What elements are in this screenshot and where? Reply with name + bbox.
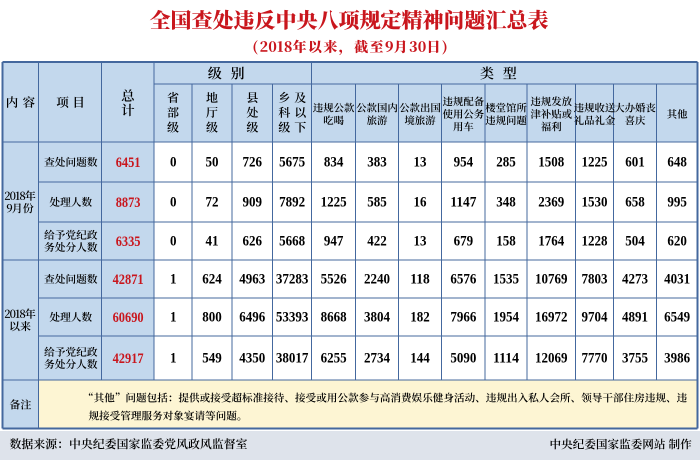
svg-text:118: 118 [410,272,430,288]
svg-text:348: 348 [496,195,516,211]
svg-text:38017: 38017 [276,351,309,367]
svg-text:549: 549 [202,351,222,367]
svg-text:2734: 2734 [364,351,390,367]
svg-text:624: 624 [202,272,222,288]
svg-text:182: 182 [410,310,430,326]
svg-text:7803: 7803 [582,272,608,288]
svg-text:6549: 6549 [664,310,690,326]
svg-text:16972: 16972 [535,310,568,326]
svg-text:50: 50 [206,155,219,171]
svg-text:13: 13 [414,155,427,171]
svg-text:4891: 4891 [622,310,648,326]
svg-text:909: 909 [242,195,262,211]
svg-text:1535: 1535 [493,272,519,288]
svg-text:7892: 7892 [279,195,305,211]
svg-text:16: 16 [414,195,427,211]
svg-text:585: 585 [367,195,387,211]
svg-text:6335: 6335 [116,234,141,250]
svg-text:1114: 1114 [493,351,519,367]
svg-text:1225: 1225 [582,155,608,171]
svg-text:42917: 42917 [113,351,144,367]
svg-text:5675: 5675 [279,155,305,171]
svg-text:9704: 9704 [582,310,608,326]
svg-text:53393: 53393 [276,310,309,326]
svg-text:995: 995 [667,195,687,211]
svg-text:3755: 3755 [622,351,648,367]
svg-text:1: 1 [170,310,177,326]
svg-text:4273: 4273 [622,272,648,288]
svg-text:658: 658 [625,195,645,211]
svg-text:6496: 6496 [239,310,265,326]
svg-text:834: 834 [324,155,344,171]
svg-text:947: 947 [324,234,344,250]
svg-text:6576: 6576 [450,272,476,288]
svg-text:42871: 42871 [113,272,144,288]
svg-text:2369: 2369 [538,195,564,211]
svg-text:0: 0 [170,155,177,171]
svg-text:0: 0 [170,234,177,250]
svg-text:8873: 8873 [116,195,141,211]
svg-text:5668: 5668 [279,234,305,250]
svg-text:72: 72 [206,195,219,211]
svg-text:13: 13 [414,234,427,250]
svg-text:41: 41 [206,234,219,250]
svg-text:144: 144 [410,351,430,367]
svg-text:6451: 6451 [116,155,141,171]
svg-text:4963: 4963 [239,272,265,288]
svg-text:37283: 37283 [276,272,309,288]
svg-text:626: 626 [242,234,262,250]
svg-text:2240: 2240 [364,272,390,288]
svg-text:383: 383 [367,155,387,171]
svg-text:3986: 3986 [664,351,690,367]
svg-text:8668: 8668 [321,310,347,326]
svg-text:12069: 12069 [535,351,568,367]
svg-text:285: 285 [496,155,516,171]
svg-text:60690: 60690 [113,310,144,326]
svg-text:800: 800 [202,310,222,326]
svg-text:1225: 1225 [321,195,347,211]
svg-text:504: 504 [625,234,645,250]
svg-text:5526: 5526 [321,272,347,288]
svg-text:4031: 4031 [664,272,690,288]
svg-text:1228: 1228 [582,234,608,250]
svg-text:679: 679 [454,234,474,250]
svg-text:1954: 1954 [493,310,519,326]
svg-text:601: 601 [625,155,645,171]
svg-text:1530: 1530 [582,195,608,211]
svg-text:1764: 1764 [538,234,564,250]
svg-text:7966: 7966 [450,310,476,326]
svg-text:620: 620 [667,234,687,250]
svg-text:5090: 5090 [450,351,476,367]
svg-text:1147: 1147 [450,195,476,211]
svg-text:648: 648 [667,155,687,171]
svg-text:7770: 7770 [582,351,608,367]
svg-text:1: 1 [170,272,177,288]
svg-text:0: 0 [170,195,177,211]
svg-text:1: 1 [170,351,177,367]
svg-text:422: 422 [367,234,387,250]
svg-text:6255: 6255 [321,351,347,367]
svg-text:1508: 1508 [538,155,564,171]
svg-text:726: 726 [242,155,262,171]
svg-text:954: 954 [454,155,474,171]
svg-text:3804: 3804 [364,310,390,326]
svg-text:4350: 4350 [239,351,265,367]
svg-text:10769: 10769 [535,272,568,288]
svg-text:158: 158 [496,234,516,250]
